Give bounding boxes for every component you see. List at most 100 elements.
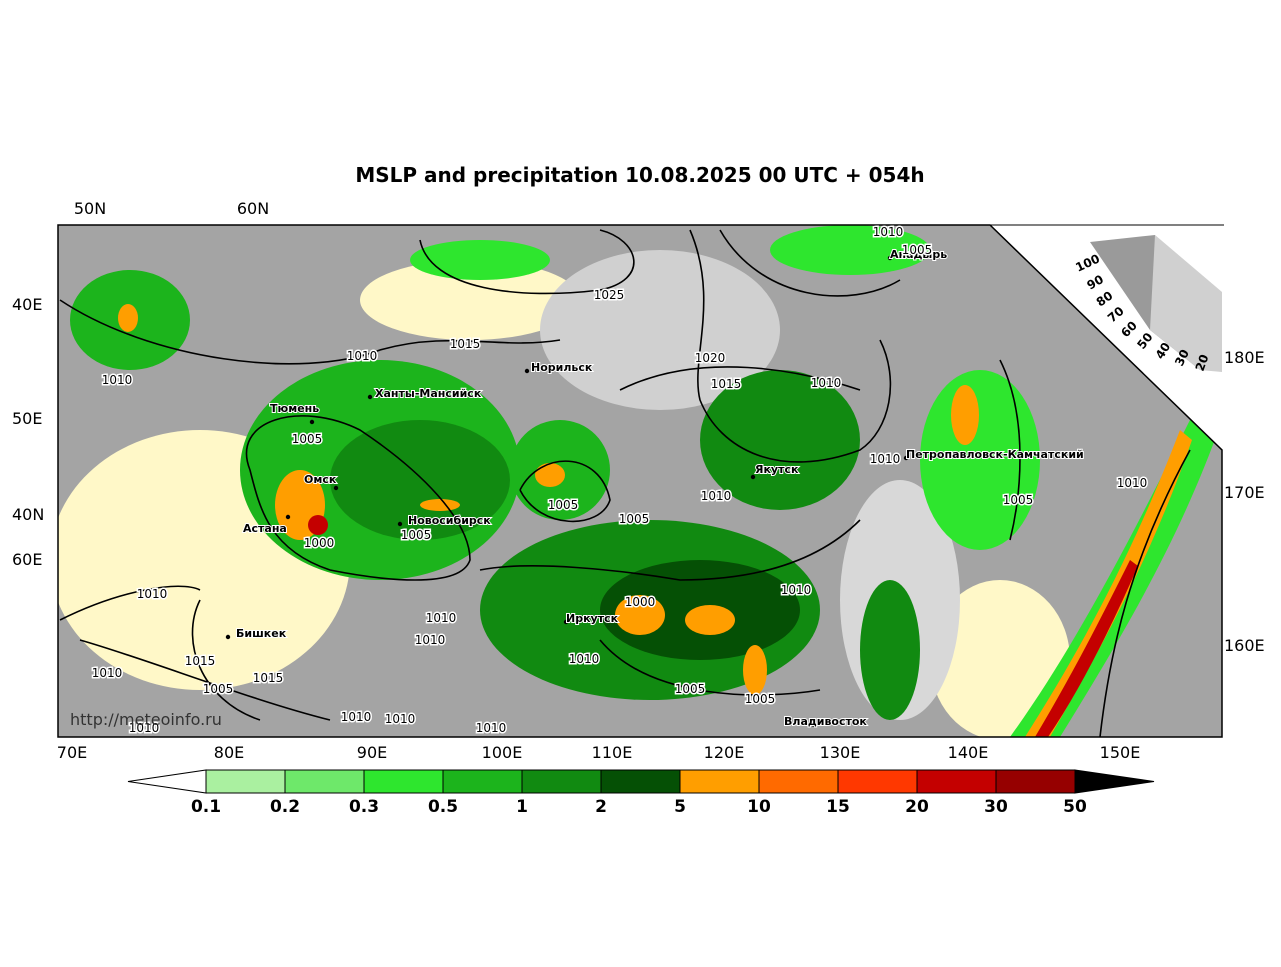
city-marker	[397, 521, 403, 527]
lon-label: 90E	[357, 743, 387, 762]
isobar-label: 1005	[292, 432, 323, 446]
precip-area	[860, 580, 920, 720]
colorbar-label: 1	[516, 797, 528, 817]
colorbar-label: 15	[826, 797, 850, 817]
heavy-precip	[743, 645, 767, 695]
city-marker	[887, 255, 893, 261]
isobar-label: 1010	[426, 611, 457, 625]
isobar-label: 1010	[102, 373, 133, 387]
city-label: Омск	[304, 473, 337, 486]
colorbar-label: 20	[905, 797, 929, 817]
isobar-label: 1005	[203, 682, 234, 696]
colorbar-end	[1074, 769, 1155, 794]
lon-label: 70E	[57, 743, 87, 762]
city-label: Якутск	[755, 463, 799, 476]
axis-label: 160E	[1224, 636, 1265, 655]
cloud-scale-label: 20	[1193, 353, 1212, 373]
lon-label: 150E	[1100, 743, 1141, 762]
isobar-label: 1005	[745, 692, 776, 706]
axis-label: 50E	[12, 409, 42, 428]
heavy-precip	[951, 385, 979, 445]
isobar-label: 1010	[701, 489, 732, 503]
isobar-label: 1010	[92, 666, 123, 680]
isobar-label: 1015	[711, 377, 742, 391]
lon-label: 100E	[482, 743, 523, 762]
colorbar-segment	[600, 769, 681, 794]
colorbar-label: 0.5	[428, 797, 458, 817]
colorbar-label: 30	[984, 797, 1008, 817]
colorbar-segment	[284, 769, 365, 794]
axis-label: 40E	[12, 295, 42, 314]
lat-label: 60N	[237, 199, 269, 218]
cloud-scale-label: 30	[1172, 347, 1192, 368]
map-title: MSLP and precipitation 10.08.2025 00 UTC…	[355, 163, 924, 187]
colorbar-segment	[758, 769, 839, 794]
heavy-precip	[420, 499, 460, 511]
isobar-label: 1010	[137, 587, 168, 601]
city-label: Новосибирск	[408, 514, 491, 527]
axis-label: 60E	[12, 550, 42, 569]
isobar-label: 1005	[401, 528, 432, 542]
isobar-label: 1005	[675, 682, 706, 696]
colorbar-label: 0.3	[349, 797, 379, 817]
cloud-scale-label: 80	[1094, 288, 1116, 309]
isobar-label: 1010	[873, 225, 904, 239]
lat-label: 50N	[74, 199, 106, 218]
precip-area	[770, 225, 930, 275]
precip-area	[330, 420, 510, 540]
isobar-label: 1010	[569, 652, 600, 666]
map-frame	[57, 224, 1223, 738]
city-marker	[225, 634, 231, 640]
isobar-label: 1010	[781, 583, 812, 597]
precip-area	[410, 240, 550, 280]
isobar-label: 1025	[594, 288, 625, 302]
heavy-precip	[118, 304, 138, 332]
heavy-precip	[308, 515, 328, 535]
colorbar-segment	[521, 769, 602, 794]
precip-area	[920, 370, 1040, 550]
city-marker	[333, 485, 339, 491]
colorbar-segment	[363, 769, 444, 794]
colorbar-segment	[442, 769, 523, 794]
city-marker	[903, 455, 909, 461]
precip-band	[1025, 430, 1192, 737]
colorbar-start	[127, 769, 207, 794]
lon-label: 120E	[704, 743, 745, 762]
isobar-label: 1010	[385, 712, 416, 726]
lon-label: 130E	[820, 743, 861, 762]
isobar-label: 1010	[1117, 476, 1148, 490]
isobar-label: 1010	[811, 376, 842, 390]
colorbar-label: 2	[595, 797, 607, 817]
axis-label: 180E	[1224, 348, 1265, 367]
lon-label: 110E	[592, 743, 633, 762]
axis-label: 40N	[12, 505, 44, 524]
heavy-precip	[535, 463, 565, 487]
city-marker	[811, 722, 817, 728]
isobar-label: 1010	[870, 452, 901, 466]
city-label: Астана	[243, 522, 287, 535]
isobar-label: 1015	[450, 337, 481, 351]
cloud-fan	[1090, 235, 1222, 372]
isobar-lines	[59, 229, 1191, 737]
city-label: Владивосток	[784, 715, 867, 728]
watermark: http://meteoinfo.ru	[70, 710, 222, 729]
city-label: Петропавловск-Камчатский	[906, 448, 1084, 461]
cloud-scale-label: 50	[1134, 330, 1155, 352]
isobar-label: 1000	[304, 536, 335, 550]
lon-label: 80E	[214, 743, 244, 762]
colorbar-segment	[995, 769, 1076, 794]
city-marker	[750, 474, 756, 480]
precip-band	[1035, 560, 1138, 737]
isobar-label: 1000	[625, 595, 656, 609]
heavy-precip	[615, 595, 665, 635]
map-field	[58, 225, 1222, 737]
isobar-label: 1005	[902, 243, 933, 257]
colorbar-segment	[837, 769, 918, 794]
cloud-scale-label: 90	[1085, 272, 1106, 292]
city-label: Анадырь	[890, 248, 947, 261]
colorbar-label: 5	[674, 797, 686, 817]
isobar-label: 1010	[347, 349, 378, 363]
colorbar-label: 10	[747, 797, 771, 817]
precip-area	[700, 370, 860, 510]
city-marker	[524, 368, 530, 374]
